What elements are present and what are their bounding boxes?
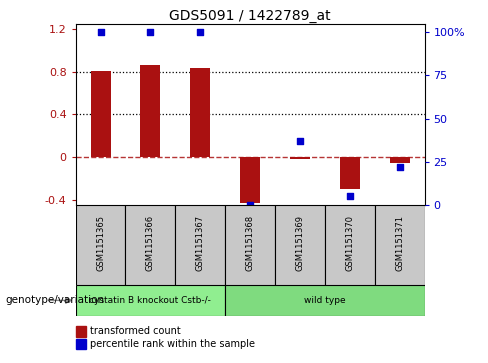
Bar <box>76 205 125 285</box>
Text: GSM1151368: GSM1151368 <box>245 215 255 272</box>
Point <box>296 138 304 144</box>
Text: percentile rank within the sample: percentile rank within the sample <box>90 339 255 349</box>
Bar <box>175 205 225 285</box>
Bar <box>225 285 425 316</box>
Text: GSM1151369: GSM1151369 <box>295 215 305 272</box>
Text: GSM1151371: GSM1151371 <box>395 215 404 272</box>
Bar <box>340 157 360 189</box>
Title: GDS5091 / 1422789_at: GDS5091 / 1422789_at <box>169 9 331 23</box>
Bar <box>190 68 210 157</box>
Bar <box>91 70 111 157</box>
Text: GSM1151367: GSM1151367 <box>196 215 205 272</box>
Text: GSM1151366: GSM1151366 <box>146 215 155 272</box>
Text: wild type: wild type <box>304 296 346 305</box>
Bar <box>76 285 225 316</box>
Bar <box>290 157 310 159</box>
Bar <box>275 205 325 285</box>
Point <box>97 29 104 35</box>
Bar <box>325 205 375 285</box>
Bar <box>375 205 425 285</box>
Text: GSM1151365: GSM1151365 <box>96 215 105 272</box>
Text: GSM1151370: GSM1151370 <box>346 215 354 272</box>
Bar <box>225 205 275 285</box>
Bar <box>125 205 175 285</box>
Point <box>146 29 154 35</box>
Point <box>346 193 354 199</box>
Text: transformed count: transformed count <box>90 326 181 337</box>
Bar <box>390 157 409 163</box>
Bar <box>240 157 260 203</box>
Text: cystatin B knockout Cstb-/-: cystatin B knockout Cstb-/- <box>89 296 211 305</box>
Point <box>196 29 204 35</box>
Bar <box>141 65 161 157</box>
Point <box>396 164 404 170</box>
Text: genotype/variation: genotype/variation <box>5 295 104 305</box>
Point <box>246 202 254 208</box>
